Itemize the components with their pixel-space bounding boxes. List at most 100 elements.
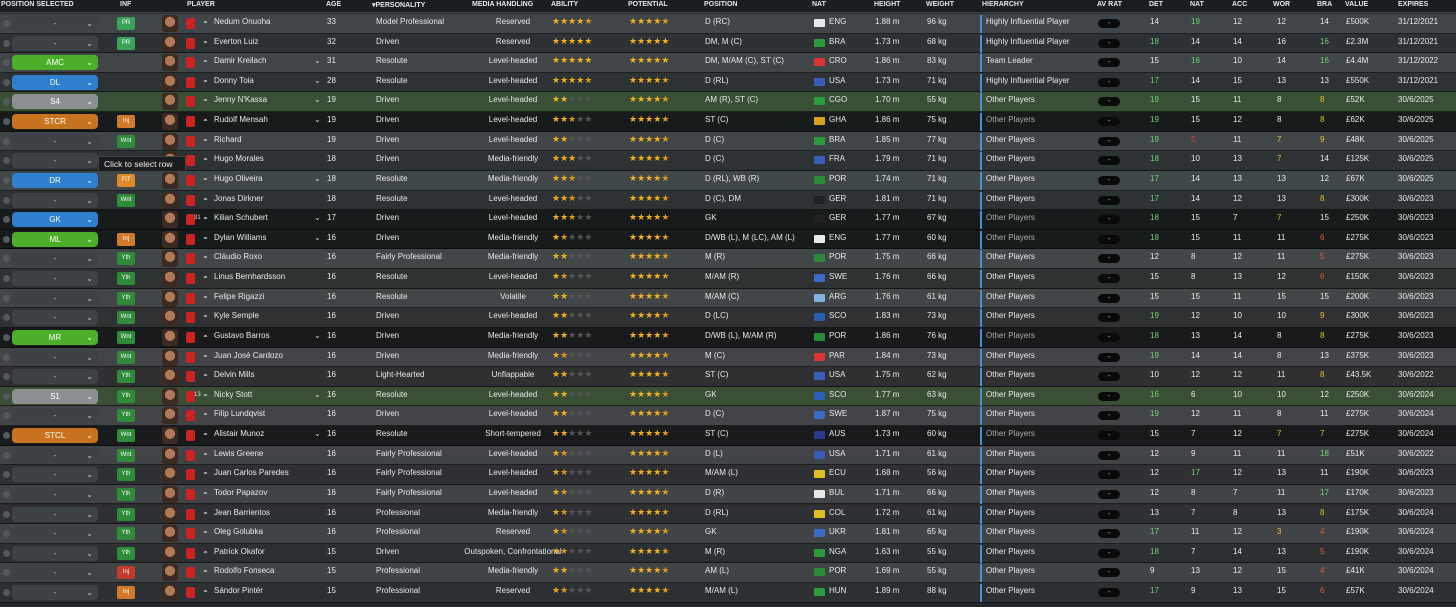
player-name[interactable]: Hugo Morales [214, 154, 264, 164]
position-selector[interactable]: DR ⌄ [12, 172, 98, 188]
position-selector[interactable]: STCR ⌄ [12, 114, 98, 130]
row-select-radio[interactable] [3, 530, 10, 538]
player-name[interactable]: Delvin Mills [214, 370, 255, 380]
chevron-down-icon[interactable]: ⌄ [314, 429, 321, 439]
player-name[interactable]: Cláudio Roxo [214, 252, 263, 262]
table-row[interactable]: - ⌄ Yth ◓ Felipe Rigazzi 16 Resolute Volatile ★★… [0, 288, 1456, 309]
table-row[interactable]: ML ⌄ Inj ◓ Dylan Williams ⌄ 16 Driven Media-frie… [0, 229, 1456, 250]
player-name[interactable]: Sándor Pintér [214, 585, 263, 595]
player-name[interactable]: Todor Papazov [214, 487, 268, 497]
table-row[interactable]: - ⌄ PR ◓ Everton Luiz 32 Driven Reserved ★★★★★ ★★… [0, 33, 1456, 54]
position-selector[interactable]: - ⌄ [12, 506, 98, 522]
table-row[interactable]: S1 ⌄ Yth 13 ◓ Nicky Stott ⌄ 16 Resolute Level-hea… [0, 386, 1456, 407]
row-select-radio[interactable] [3, 216, 10, 224]
position-selector[interactable]: STCL ⌄ [12, 428, 98, 444]
position-selector[interactable]: MR ⌄ [12, 329, 98, 345]
col-header-personality[interactable]: ▾Personality [372, 2, 426, 9]
info-badge[interactable]: Yth [117, 272, 135, 286]
chevron-down-icon[interactable]: ⌄ [314, 115, 321, 125]
table-row[interactable]: - ⌄ Yth ◓ Filip Lundqvist 16 Driven Level-heade… [0, 406, 1456, 426]
position-selector[interactable]: - ⌄ [12, 310, 98, 326]
chevron-down-icon[interactable]: ⌄ [314, 389, 321, 399]
col-header-det[interactable]: Det [1149, 1, 1163, 8]
col-header-bra[interactable]: Bra [1317, 1, 1333, 8]
col-header-av-rat[interactable]: Av Rat [1097, 1, 1123, 8]
player-name[interactable]: Oleg Golubka [214, 527, 263, 537]
table-row[interactable]: - ⌄ Wnt ◓ Kyle Semple 16 Driven Level-headed ★★★… [0, 308, 1456, 328]
info-badge[interactable]: Wnt [117, 429, 135, 443]
info-badge[interactable]: FIT [117, 173, 135, 187]
position-selector[interactable]: - ⌄ [12, 486, 98, 502]
player-name[interactable]: Damir Kreilach [214, 56, 267, 66]
row-select-radio[interactable] [3, 176, 10, 184]
row-select-radio[interactable] [3, 432, 10, 440]
info-badge[interactable]: Yth [117, 527, 135, 541]
position-selector[interactable]: - ⌄ [12, 349, 98, 365]
table-row[interactable]: - ⌄ ◓ Hugo Morales 18 Driven Media-friendly ★★★… [0, 151, 1456, 171]
player-name[interactable]: Juan Carlos Paredes [214, 468, 289, 478]
position-selector[interactable]: - ⌄ [12, 545, 98, 561]
player-name[interactable]: Linus Bernhardsson [214, 272, 286, 282]
player-name[interactable]: Gustavo Barros [214, 330, 270, 340]
table-row[interactable]: - ⌄ Wnt ◓ Jonas Dirkner 18 Resolute Level-heade… [0, 190, 1456, 211]
table-row[interactable]: MR ⌄ Wnt ◓ Gustavo Barros ⌄ 16 Driven Media-frie… [0, 327, 1456, 348]
col-header-position-selected[interactable]: Position Selected [1, 1, 74, 8]
row-select-radio[interactable] [3, 39, 10, 47]
row-select-radio[interactable] [3, 137, 10, 145]
table-row[interactable]: - ⌄ Yth ◓ Patrick Okafor 15 Driven Outspoken, C… [0, 543, 1456, 564]
table-row[interactable]: - ⌄ Yth ◓ Todor Papazov 16 Fairly Professional… [0, 484, 1456, 505]
position-selector[interactable]: AMC ⌄ [12, 55, 98, 71]
position-selector[interactable]: ML ⌄ [12, 231, 98, 247]
col-header-potential[interactable]: Potential [628, 1, 668, 8]
table-row[interactable]: - ⌄ Wnt ◓ Juan José Cardozo 16 Driven Media-fri… [0, 347, 1456, 368]
player-name[interactable]: Nicky Stott [214, 389, 253, 399]
table-row[interactable]: DR ⌄ FIT ◓ Hugo Oliveira ⌄ 18 Resolute Media-fri… [0, 170, 1456, 191]
chevron-down-icon[interactable]: ⌄ [314, 75, 321, 85]
info-badge[interactable]: Yth [117, 252, 135, 266]
position-selector[interactable]: - ⌄ [12, 408, 98, 424]
row-select-radio[interactable] [3, 392, 10, 400]
row-select-radio[interactable] [3, 157, 10, 165]
info-badge[interactable]: Wnt [117, 330, 135, 344]
row-select-radio[interactable] [3, 510, 10, 518]
col-header-weight[interactable]: Weight [926, 1, 954, 8]
col-header-expires[interactable]: Expires [1398, 1, 1429, 8]
position-selector[interactable]: - ⌄ [12, 447, 98, 463]
col-header-nat[interactable]: Nat [812, 1, 826, 8]
player-name[interactable]: Rodolfo Fonseca [214, 566, 275, 576]
chevron-down-icon[interactable]: ⌄ [314, 232, 321, 242]
info-badge[interactable]: Yth [117, 487, 135, 501]
table-row[interactable]: - ⌄ Yth ◓ Juan Carlos Paredes 16 Fairly Profes… [0, 465, 1456, 485]
info-badge[interactable]: Wnt [117, 311, 135, 325]
table-row[interactable]: - ⌄ Yth ◓ Oleg Golubka 16 Professional Reserved… [0, 524, 1456, 544]
col-header-media-handling[interactable]: Media Handling [472, 1, 534, 8]
row-select-radio[interactable] [3, 118, 10, 126]
chevron-down-icon[interactable]: ⌄ [314, 95, 321, 105]
player-name[interactable]: Nedum Onuoha [214, 17, 271, 26]
row-select-radio[interactable] [3, 98, 10, 106]
player-name[interactable]: Kilian Schubert [214, 213, 268, 223]
player-name[interactable]: Kyle Semple [214, 311, 259, 321]
info-badge[interactable]: Wnt [117, 448, 135, 462]
player-name[interactable]: Hugo Oliveira [214, 173, 263, 183]
col-header-acc[interactable]: Acc [1232, 1, 1248, 8]
player-name[interactable]: Alistair Munoz [214, 429, 265, 439]
player-name[interactable]: Everton Luiz [214, 36, 259, 46]
row-select-radio[interactable] [3, 569, 10, 577]
row-select-radio[interactable] [3, 255, 10, 263]
row-select-radio[interactable] [3, 235, 10, 243]
chevron-down-icon[interactable]: ⌄ [314, 56, 321, 66]
position-selector[interactable]: GK ⌄ [12, 212, 98, 228]
col-header-nat-attr[interactable]: Nat [1190, 1, 1204, 8]
col-header-wor[interactable]: Wor [1273, 1, 1291, 8]
player-name[interactable]: Jenny N'Kassa [214, 95, 268, 105]
row-select-radio[interactable] [3, 588, 10, 596]
table-row[interactable]: - ⌄ PR ◓ Nedum Onuoha 33 Model Professional Res… [0, 14, 1456, 34]
row-select-radio[interactable] [3, 59, 10, 67]
player-name[interactable]: Filip Lundqvist [214, 409, 266, 419]
col-header-height[interactable]: Height [874, 1, 901, 8]
row-select-radio[interactable] [3, 549, 10, 557]
player-name[interactable]: Dylan Williams [214, 232, 267, 242]
table-row[interactable]: GK ⌄ 31 ◓ Kilian Schubert ⌄ 17 Driven Level-head… [0, 210, 1456, 230]
table-row[interactable]: - ⌄ Wnt ◓ Lewis Greene 16 Fairly Professional L… [0, 445, 1456, 466]
